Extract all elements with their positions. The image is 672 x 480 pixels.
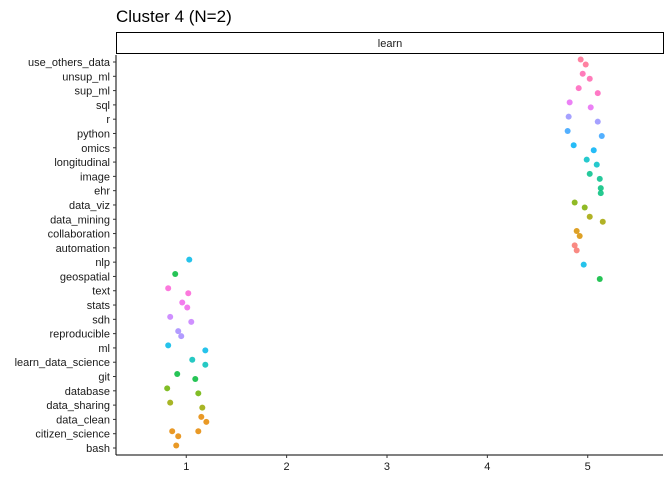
data-point-ehr — [597, 190, 604, 197]
data-point-collaboration — [576, 233, 583, 240]
data-point-sql — [566, 99, 573, 106]
data-point-bash — [173, 442, 180, 449]
data-point-data_mining — [586, 213, 593, 220]
facet-label: learn — [378, 38, 402, 50]
data-point-sdh — [188, 318, 195, 325]
data-point-omics — [570, 142, 577, 149]
data-point-nlp — [186, 256, 193, 263]
y-axis: bash citizen_science data_clean data_sharin… — [15, 55, 117, 455]
y-tick-label: omics — [81, 143, 110, 155]
data-point-unsup_ml — [579, 70, 586, 77]
data-point-git — [192, 376, 199, 383]
y-tick-label: nlp — [95, 257, 110, 269]
y-tick-label: text — [92, 286, 110, 298]
data-point-stats — [179, 299, 186, 306]
y-tick-label: sup_ml — [75, 86, 110, 98]
data-point-reproducible — [178, 333, 185, 340]
data-point-image — [586, 170, 593, 177]
data-point-data_clean — [203, 418, 210, 425]
y-tick-label: python — [77, 128, 110, 140]
data-point-citizen_science — [175, 433, 182, 440]
data-point-r — [565, 113, 572, 120]
x-tick-label: 4 — [484, 461, 490, 473]
data-point-image — [596, 175, 603, 182]
data-point-database — [164, 385, 171, 392]
data-point-geospatial — [172, 270, 179, 277]
data-point-reproducible — [175, 328, 182, 335]
y-tick-label: data_mining — [50, 214, 110, 226]
data-point-r — [594, 118, 601, 125]
x-tick-label: 5 — [585, 461, 591, 473]
y-tick-label: data_clean — [56, 414, 110, 426]
data-point-stats — [184, 304, 191, 311]
y-tick-label: automation — [56, 243, 110, 255]
data-point-use_others_data — [577, 56, 584, 63]
data-point-sdh — [167, 313, 174, 320]
x-tick-label: 1 — [183, 461, 189, 473]
y-tick-label: data_sharing — [46, 400, 110, 412]
y-tick-label: sql — [96, 100, 110, 112]
data-point-automation — [573, 247, 580, 254]
data-point-unsup_ml — [586, 75, 593, 82]
y-tick-label: geospatial — [60, 271, 110, 283]
data-point-ml — [165, 342, 172, 349]
data-point-python — [598, 132, 605, 139]
y-tick-label: learn_data_science — [15, 357, 110, 369]
y-tick-label: stats — [87, 300, 111, 312]
data-point-data_mining — [599, 218, 606, 225]
data-point-database — [195, 390, 202, 397]
data-point-learn_data_science — [189, 356, 196, 363]
data-point-learn_data_science — [202, 361, 209, 368]
data-point-use_others_data — [582, 61, 589, 68]
y-tick-label: bash — [86, 443, 110, 455]
points-layer — [164, 56, 606, 449]
data-point-data_viz — [571, 199, 578, 206]
data-point-citizen_science — [169, 428, 176, 435]
data-point-git — [174, 371, 181, 378]
y-tick-label: ml — [98, 343, 110, 355]
data-point-omics — [590, 147, 597, 154]
y-tick-label: git — [98, 372, 110, 384]
data-point-longitudinal — [583, 156, 590, 163]
x-tick-label: 3 — [384, 461, 390, 473]
data-point-ehr — [597, 185, 604, 192]
data-point-geospatial — [596, 275, 603, 282]
data-point-python — [564, 127, 571, 134]
y-tick-label: sdh — [92, 314, 110, 326]
x-axis: 1 2 3 4 5 — [116, 454, 663, 473]
data-point-nlp — [580, 261, 587, 268]
facet-strip — [116, 32, 664, 54]
y-tick-label: data_viz — [69, 200, 110, 212]
y-tick-label: r — [106, 114, 110, 126]
data-point-sup_ml — [575, 85, 582, 92]
data-point-citizen_science — [195, 428, 202, 435]
y-tick-label: reproducible — [49, 329, 110, 341]
data-point-data_viz — [581, 204, 588, 211]
data-point-automation — [571, 242, 578, 249]
chart-title: Cluster 4 (N=2) — [116, 7, 232, 26]
y-tick-label: collaboration — [48, 229, 110, 241]
data-point-text — [185, 290, 192, 297]
x-tick-label: 2 — [284, 461, 290, 473]
y-tick-label: longitudinal — [54, 157, 110, 169]
y-tick-label: ehr — [94, 186, 110, 198]
data-point-sql — [587, 104, 594, 111]
y-tick-label: unsup_ml — [62, 71, 110, 83]
y-tick-label: image — [80, 171, 110, 183]
data-point-data_sharing — [167, 399, 174, 406]
data-point-ml — [202, 347, 209, 354]
y-tick-label: citizen_science — [35, 429, 110, 441]
data-point-collaboration — [573, 228, 580, 235]
data-point-data_clean — [198, 413, 205, 420]
data-point-text — [165, 285, 172, 292]
y-tick-label: database — [65, 386, 110, 398]
data-point-data_sharing — [199, 404, 206, 411]
data-point-longitudinal — [593, 161, 600, 168]
y-tick-label: use_others_data — [28, 57, 111, 69]
data-point-sup_ml — [594, 90, 601, 97]
